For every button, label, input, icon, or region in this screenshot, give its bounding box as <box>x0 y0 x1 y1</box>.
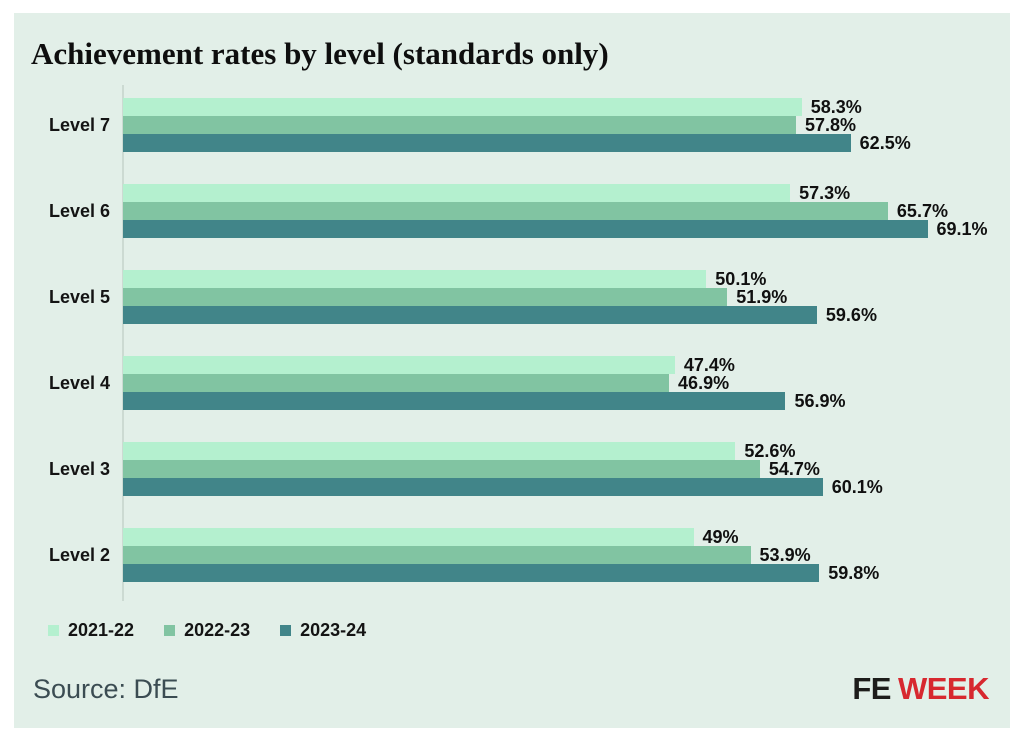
bar-row: 65.7% <box>123 202 1010 220</box>
bar-2023-24 <box>123 564 820 582</box>
legend-label: 2022-23 <box>184 620 251 640</box>
legend-label: 2021-22 <box>68 620 135 640</box>
bar-2022-23 <box>123 202 888 220</box>
category-group: Level 4 47.4% 46.9% 56.9% <box>31 356 1010 410</box>
bar-row: 53.9% <box>123 546 1010 564</box>
bar-value-label: 57.8% <box>804 115 856 135</box>
bar-2023-24 <box>123 134 851 152</box>
bar-row: 62.5% <box>123 134 1010 152</box>
feweek-logo: FE WEEK <box>852 671 989 707</box>
category-label: Level 6 <box>48 200 110 221</box>
bar-group: 50.1% 51.9% 59.6% <box>123 270 1010 324</box>
bar-row: 51.9% <box>123 288 1010 306</box>
bar-row: 56.9% <box>123 392 1010 410</box>
category-group: Level 7 58.3% 57.8% 62.5% <box>31 98 1010 152</box>
bar-2021-22 <box>123 442 736 460</box>
bar-2023-24 <box>123 478 823 496</box>
bar-value-label: 52.6% <box>744 441 796 461</box>
bar-value-label: 59.8% <box>828 563 880 583</box>
bar-2021-22 <box>123 98 802 116</box>
bar-row: 46.9% <box>123 374 1010 392</box>
bar-value-label: 62.5% <box>859 133 911 153</box>
bar-chart: Level 7 58.3% 57.8% 62.5% Level 6 57.3% 65.7% 6… <box>31 85 1010 601</box>
bar-value-label: 57.3% <box>799 183 851 203</box>
bar-2021-22 <box>123 270 707 288</box>
bar-2022-23 <box>123 288 728 306</box>
legend-swatch-icon <box>164 625 176 636</box>
bar-value-label: 51.9% <box>736 287 788 307</box>
bar-2021-22 <box>123 184 791 202</box>
bar-value-label: 54.7% <box>768 459 820 479</box>
bar-value-label: 58.3% <box>810 97 862 117</box>
bar-value-label: 60.1% <box>831 477 883 497</box>
bar-2022-23 <box>123 116 796 134</box>
bar-2022-23 <box>123 546 751 564</box>
category-label: Level 3 <box>48 458 110 479</box>
bar-group: 58.3% 57.8% 62.5% <box>123 98 1010 152</box>
bar-row: 69.1% <box>123 220 1010 238</box>
bar-2023-24 <box>123 220 928 238</box>
category-label: Level 7 <box>48 114 110 135</box>
category-group: Level 3 52.6% 54.7% 60.1% <box>31 442 1010 496</box>
bar-value-label: 53.9% <box>759 545 811 565</box>
category-group: Level 6 57.3% 65.7% 69.1% <box>31 184 1010 238</box>
bar-row: 50.1% <box>123 270 1010 288</box>
bar-row: 52.6% <box>123 442 1010 460</box>
bar-row: 57.3% <box>123 184 1010 202</box>
legend-label: 2023-24 <box>300 620 367 640</box>
bar-2023-24 <box>123 392 786 410</box>
logo-fe-text: FE <box>852 671 891 706</box>
legend-swatch-icon <box>280 625 292 636</box>
bar-row: 58.3% <box>123 98 1010 116</box>
bar-row: 54.7% <box>123 460 1010 478</box>
bar-value-label: 59.6% <box>825 305 877 325</box>
bar-value-label: 50.1% <box>715 269 767 289</box>
source-text: Source: DfE <box>33 673 179 704</box>
bar-value-label: 56.9% <box>794 391 846 411</box>
legend-item: 2022-23 <box>164 620 250 641</box>
bar-row: 60.1% <box>123 478 1010 496</box>
bar-row: 47.4% <box>123 356 1010 374</box>
bar-2021-22 <box>123 528 694 546</box>
chart-legend: 2021-22 2022-23 2023-24 <box>48 620 1010 641</box>
bar-row: 59.8% <box>123 564 1010 582</box>
bar-row: 57.8% <box>123 116 1010 134</box>
bar-group: 47.4% 46.9% 56.9% <box>123 356 1010 410</box>
bar-2022-23 <box>123 460 760 478</box>
bar-value-label: 46.9% <box>678 373 730 393</box>
category-label: Level 2 <box>48 544 110 565</box>
legend-item: 2023-24 <box>280 620 366 641</box>
bar-value-label: 49% <box>702 527 739 547</box>
bar-2021-22 <box>123 356 675 374</box>
bar-row: 49% <box>123 528 1010 546</box>
bar-value-label: 65.7% <box>896 201 948 221</box>
bar-row: 59.6% <box>123 306 1010 324</box>
bar-group: 52.6% 54.7% 60.1% <box>123 442 1010 496</box>
category-label: Level 5 <box>48 286 110 307</box>
category-group: Level 2 49% 53.9% 59.8% <box>31 528 1010 582</box>
legend-item: 2021-22 <box>48 620 134 641</box>
y-axis-line <box>122 85 124 601</box>
chart-card: Achievement rates by level (standards on… <box>14 13 1010 728</box>
bar-group: 49% 53.9% 59.8% <box>123 528 1010 582</box>
bar-value-label: 47.4% <box>683 355 735 375</box>
category-group: Level 5 50.1% 51.9% 59.6% <box>31 270 1010 324</box>
footer: Source: DfE FE WEEK <box>33 671 990 707</box>
bar-group: 57.3% 65.7% 69.1% <box>123 184 1010 238</box>
chart-title: Achievement rates by level (standards on… <box>31 36 609 71</box>
category-label: Level 4 <box>48 372 110 393</box>
logo-week-text: WEEK <box>898 671 990 706</box>
legend-swatch-icon <box>48 625 59 636</box>
bar-2023-24 <box>123 306 817 324</box>
bar-2022-23 <box>123 374 670 392</box>
bar-value-label: 69.1% <box>936 219 988 239</box>
